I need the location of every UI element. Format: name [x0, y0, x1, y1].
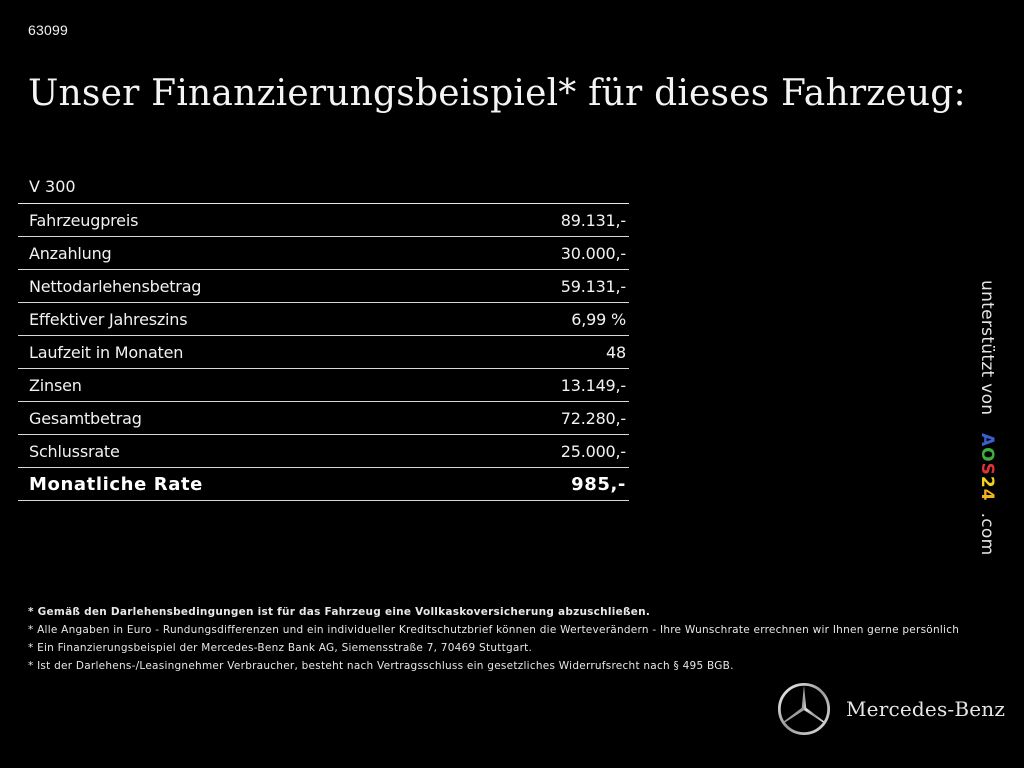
- row-label: Schlussrate: [29, 441, 120, 461]
- row-value: 59.131,-: [560, 276, 626, 296]
- financing-table: V 300 Fahrzeugpreis 89.131,- Anzahlung 3…: [18, 172, 629, 501]
- footnotes: * Gemäß den Darlehensbedingungen ist für…: [28, 603, 959, 675]
- model-name: V 300: [18, 172, 629, 204]
- footnote-euro: * Alle Angaben in Euro - Rundungsdiffere…: [28, 624, 960, 636]
- table-row-anzahlung: Anzahlung 30.000,-: [18, 237, 629, 270]
- row-value: 13.149,-: [560, 375, 626, 395]
- footnote-insurance: * Gemäß den Darlehensbedingungen ist für…: [28, 606, 651, 618]
- row-label: Zinsen: [29, 375, 82, 395]
- mercedes-benz-logo: Mercedes-Benz: [776, 681, 1005, 737]
- credit-suffix: .com: [977, 512, 997, 556]
- credit-prefix: unterstützt von: [977, 280, 997, 416]
- aos24-letter: 2: [977, 475, 997, 489]
- footnote-withdrawal: * Ist der Darlehens-/Leasingnehmer Verbr…: [28, 660, 734, 672]
- table-row-schlussrate: Schlussrate 25.000,-: [18, 435, 629, 468]
- table-row-monatliche-rate: Monatliche Rate 985,-: [18, 468, 629, 501]
- table-row-laufzeit: Laufzeit in Monaten 48: [18, 336, 629, 369]
- brand-name: Mercedes-Benz: [846, 697, 1006, 721]
- row-label: Anzahlung: [29, 243, 112, 263]
- aos24-letter: 4: [977, 488, 997, 502]
- row-value: 72.280,-: [560, 408, 626, 428]
- row-label: Nettodarlehensbetrag: [29, 276, 202, 296]
- total-label: Monatliche Rate: [29, 473, 203, 495]
- supported-by-credit: unterstützt von AOS24 .com: [977, 280, 997, 555]
- table-row-effektiver-jahreszins: Effektiver Jahreszins 6,99 %: [18, 303, 629, 336]
- total-value: 985,-: [571, 473, 626, 495]
- table-row-zinsen: Zinsen 13.149,-: [18, 369, 629, 402]
- aos24-logo: AOS24: [977, 433, 997, 508]
- table-row-gesamtbetrag: Gesamtbetrag 72.280,-: [18, 402, 629, 435]
- row-label: Laufzeit in Monaten: [29, 342, 184, 362]
- page-title: Unser Finanzierungsbeispiel* für dieses …: [28, 73, 966, 114]
- table-row-fahrzeugpreis: Fahrzeugpreis 89.131,-: [18, 204, 629, 237]
- aos24-letter: O: [977, 447, 997, 463]
- mercedes-star-icon: [777, 682, 831, 736]
- row-value: 25.000,-: [560, 441, 626, 461]
- aos24-letter: S: [977, 462, 997, 476]
- footnote-bank: * Ein Finanzierungsbeispiel der Mercedes…: [28, 642, 533, 654]
- vehicle-code: 63099: [28, 22, 68, 38]
- row-value: 48: [606, 342, 626, 362]
- row-label: Gesamtbetrag: [29, 408, 142, 428]
- table-row-nettodarlehensbetrag: Nettodarlehensbetrag 59.131,-: [18, 270, 629, 303]
- row-label: Fahrzeugpreis: [29, 210, 139, 230]
- aos24-letter: A: [977, 433, 997, 448]
- row-value: 6,99 %: [571, 309, 626, 329]
- row-value: 30.000,-: [560, 243, 626, 263]
- row-value: 89.131,-: [560, 210, 626, 230]
- row-label: Effektiver Jahreszins: [29, 309, 188, 329]
